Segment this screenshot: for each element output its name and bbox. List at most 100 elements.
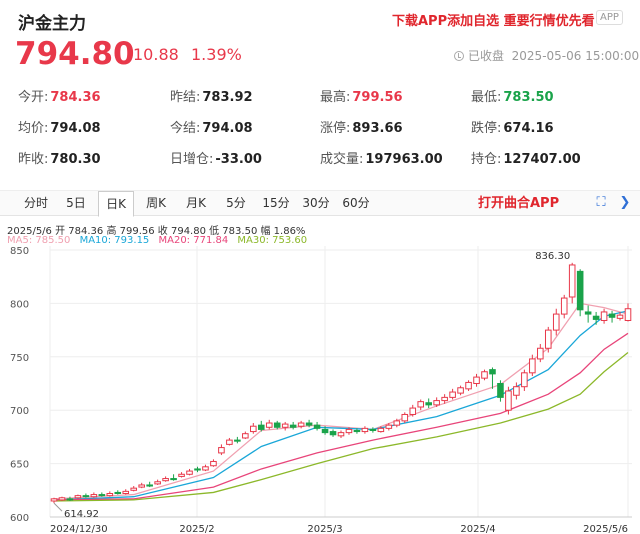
- stat-cell: 涨停: 893.66: [320, 117, 403, 136]
- candle-body: [250, 425, 257, 433]
- price-change-pct: 1.39%: [191, 45, 242, 64]
- candle-body: [106, 493, 114, 497]
- stats-row: 今开: 784.36 昨结: 783.92 最高: 799.56 最低: 783.50: [18, 86, 628, 117]
- ma-line-ma30: [53, 352, 629, 502]
- stat-cell: 今结: 794.08: [170, 117, 253, 136]
- stat-label: 日增仓:: [170, 152, 214, 167]
- candle-body: [465, 381, 472, 390]
- stat-value: 794.08: [50, 121, 101, 136]
- tab-60min[interactable]: 60分: [342, 196, 370, 210]
- clock-icon: [454, 51, 464, 61]
- candle-body: [305, 422, 313, 426]
- ma-line-ma10: [53, 310, 629, 501]
- candle-body: [568, 264, 576, 298]
- ma-line-ma5: [53, 302, 629, 500]
- candle-body: [576, 270, 584, 311]
- stat-label: 持仓:: [471, 152, 502, 167]
- tab-15min[interactable]: 15分: [262, 196, 290, 210]
- stat-value: 799.56: [352, 90, 403, 105]
- candle-body: [337, 432, 345, 437]
- candle-body: [186, 470, 193, 475]
- candle-body: [385, 424, 393, 429]
- candle-body: [544, 329, 552, 349]
- status-text: 已收盘: [468, 49, 505, 63]
- stat-value: 674.16: [503, 121, 554, 136]
- quote-stats-grid: 今开: 784.36 昨结: 783.92 最高: 799.56 最低: 783.50 …: [18, 86, 628, 179]
- candle-body: [529, 358, 536, 374]
- stat-cell: 持仓: 127407.00: [471, 148, 581, 167]
- stat-label: 昨收:: [18, 152, 49, 167]
- stat-label: 成交量:: [320, 152, 364, 167]
- candle-body: [497, 383, 504, 398]
- y-tick-label: 750: [10, 353, 29, 364]
- candle-body: [608, 313, 616, 318]
- candle-body: [273, 422, 281, 428]
- candle-body: [457, 387, 464, 394]
- tab-30min[interactable]: 30分: [302, 196, 330, 210]
- candle-body: [369, 428, 377, 431]
- chevron-right-icon[interactable]: ❯: [619, 195, 631, 210]
- y-tick-label: 600: [10, 513, 29, 524]
- stat-cell: 今开: 784.36: [18, 86, 101, 105]
- stat-cell: 最低: 783.50: [471, 86, 554, 105]
- candle-body: [98, 494, 106, 497]
- open-app-link[interactable]: 打开曲合APP: [478, 196, 560, 211]
- stat-value: 893.66: [352, 121, 403, 136]
- candle-body: [624, 308, 632, 321]
- tab-5min[interactable]: 5分: [226, 196, 246, 210]
- candle-body: [560, 297, 568, 315]
- stat-label: 最高:: [320, 90, 351, 105]
- candle-body: [417, 401, 425, 408]
- stat-label: 涨停:: [320, 121, 351, 136]
- candle-body: [90, 494, 98, 498]
- price-change: 10.88: [133, 45, 179, 64]
- x-tick-label: 2025/4: [460, 524, 495, 534]
- stat-value: 783.92: [202, 90, 253, 105]
- candle-body: [329, 431, 337, 436]
- min-price-label: 614.92: [64, 509, 99, 520]
- stat-label: 昨结:: [170, 90, 201, 105]
- app-badge: APP: [596, 10, 623, 25]
- candle-body: [393, 420, 401, 426]
- candle-info-line: 2025/5/6 开 784.36 高 799.56 收 794.80 低 78…: [7, 226, 306, 237]
- stats-row: 均价: 794.08 今结: 794.08 涨停: 893.66 跌停: 674.16: [18, 117, 628, 148]
- tab-daily-k[interactable]: 日K: [98, 191, 134, 217]
- x-tick-label: 2025/3: [307, 524, 342, 534]
- stat-value: 784.36: [50, 90, 101, 105]
- candle-body: [401, 413, 409, 422]
- candle-body: [289, 424, 297, 428]
- tab-5day[interactable]: 5日: [66, 196, 86, 210]
- candle-body: [481, 371, 488, 379]
- stat-value: -33.00: [215, 152, 262, 167]
- stat-label: 均价:: [18, 121, 49, 136]
- instrument-title: 沪金主力: [18, 14, 86, 34]
- download-app-promo-link[interactable]: 下载APP添加自选 重要行情优先看: [392, 14, 595, 29]
- candle-body: [377, 427, 385, 433]
- candle-body: [178, 473, 185, 477]
- ma10-label: MA10: 793.15: [79, 235, 150, 246]
- candle-body: [552, 313, 560, 331]
- stat-label: 今开:: [18, 90, 49, 105]
- candle-body: [170, 478, 177, 481]
- stat-value: 197963.00: [365, 152, 443, 167]
- stat-cell: 成交量: 197963.00: [320, 148, 443, 167]
- ma-legend: MA5: 785.50 MA10: 793.15 MA20: 771.84 MA…: [7, 235, 313, 246]
- tab-intraday[interactable]: 分时: [23, 196, 48, 210]
- timestamp: 2025-05-06 15:00:00: [511, 49, 640, 63]
- kline-chart[interactable]: 850 800 750 700 650 600 2024/12/30 2025/2 2025/3…: [0, 218, 640, 534]
- stat-value: 780.30: [50, 152, 101, 167]
- max-price-label: 836.30: [535, 251, 570, 262]
- candle-body: [242, 433, 249, 439]
- tab-weekly-k[interactable]: 周K: [146, 196, 166, 210]
- tab-monthly-k[interactable]: 月K: [186, 196, 206, 210]
- candle-body: [345, 428, 353, 434]
- candle-body: [226, 439, 233, 445]
- stat-cell: 日增仓: -33.00: [170, 148, 262, 167]
- period-tab-bar: 分时 5日 日K 周K 月K 5分 15分 30分 60分 打开曲合APP ⛶ …: [0, 190, 640, 217]
- candle-body: [210, 460, 217, 467]
- candle-body: [154, 481, 161, 485]
- candle-body: [409, 407, 417, 415]
- candle-body: [265, 422, 273, 428]
- fullscreen-icon[interactable]: ⛶: [596, 195, 606, 210]
- ma5-label: MA5: 785.50: [7, 235, 71, 246]
